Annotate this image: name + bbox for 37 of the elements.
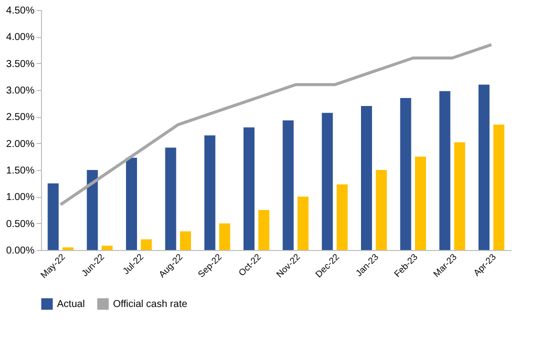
bar: [165, 148, 176, 250]
bar: [414, 156, 426, 250]
bar: [376, 170, 387, 250]
y-tick-label: 4.50%: [6, 6, 35, 16]
y-tick-label: 3.50%: [6, 58, 35, 70]
bar: [336, 184, 348, 250]
bar: [86, 170, 98, 250]
bar: [102, 246, 113, 250]
bar: [454, 142, 466, 250]
bar: [258, 210, 270, 250]
y-tick-label: 1.50%: [6, 166, 35, 176]
bar: [180, 231, 191, 250]
bar: [493, 124, 504, 250]
bar: [48, 183, 59, 250]
y-tick-label: 1.00%: [6, 192, 35, 204]
bar: [219, 223, 230, 250]
y-tick-label: 2.50%: [6, 112, 35, 124]
line-series: [59, 43, 493, 206]
y-tick-label: 3.00%: [6, 86, 35, 96]
bar: [297, 196, 308, 250]
bar: [244, 127, 255, 250]
bar: [126, 158, 138, 250]
bar: [322, 112, 333, 250]
y-tick-label: 4.00%: [6, 32, 35, 44]
legend-label: Actual: [57, 299, 85, 310]
bar: [361, 106, 372, 250]
bar: [204, 135, 216, 250]
bar: [439, 91, 450, 250]
legend-label: Official cash rate: [113, 299, 188, 310]
y-tick-label: 0.00%: [6, 246, 35, 256]
bar: [400, 98, 412, 250]
bar: [478, 84, 490, 250]
bar: [140, 239, 152, 250]
y-tick-label: 2.00%: [6, 138, 35, 150]
y-tick-label: 0.50%: [6, 218, 35, 230]
bar: [282, 120, 294, 250]
bar: [62, 247, 74, 250]
